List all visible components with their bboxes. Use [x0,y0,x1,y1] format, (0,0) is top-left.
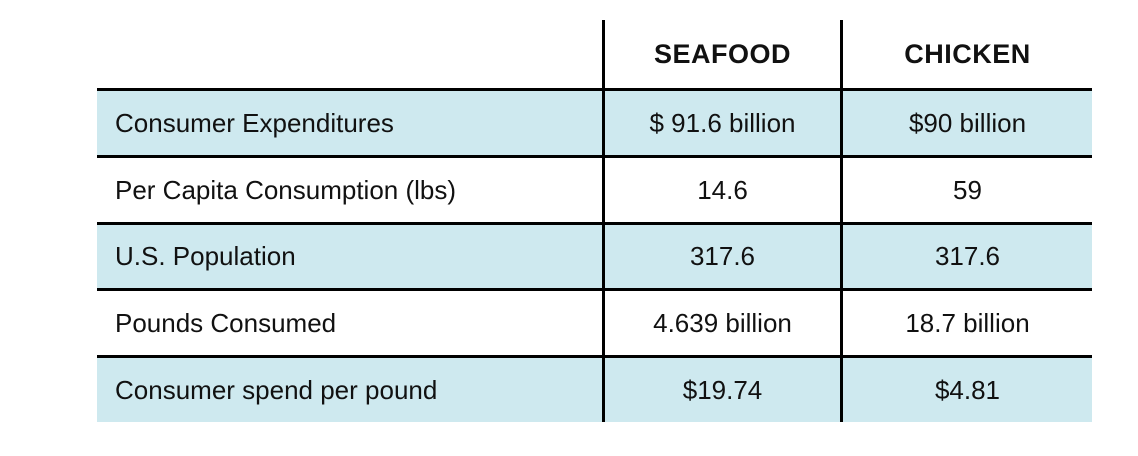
header-seafood: SEAFOOD [602,20,840,88]
row-label-consumer-expenditures: Consumer Expenditures [97,88,602,155]
cell-consumer-expenditures-seafood: $ 91.6 billion [602,88,840,155]
cell-consumer-expenditures-chicken: $90 billion [840,88,1092,155]
row-label-us-population: U.S. Population [97,222,602,288]
row-label-pounds-consumed: Pounds Consumed [97,288,602,355]
header-corner-cell [97,20,602,88]
seafood-chicken-comparison-table: SEAFOOD CHICKEN Consumer Expenditures $ … [97,20,1092,422]
cell-us-population-chicken: 317.6 [840,222,1092,288]
row-label-per-capita-consumption: Per Capita Consumption (lbs) [97,155,602,222]
cell-pounds-consumed-chicken: 18.7 billion [840,288,1092,355]
header-chicken: CHICKEN [840,20,1092,88]
cell-consumer-spend-per-pound-chicken: $4.81 [840,355,1092,422]
cell-pounds-consumed-seafood: 4.639 billion [602,288,840,355]
cell-us-population-seafood: 317.6 [602,222,840,288]
cell-per-capita-consumption-seafood: 14.6 [602,155,840,222]
cell-per-capita-consumption-chicken: 59 [840,155,1092,222]
row-label-consumer-spend-per-pound: Consumer spend per pound [97,355,602,422]
cell-consumer-spend-per-pound-seafood: $19.74 [602,355,840,422]
